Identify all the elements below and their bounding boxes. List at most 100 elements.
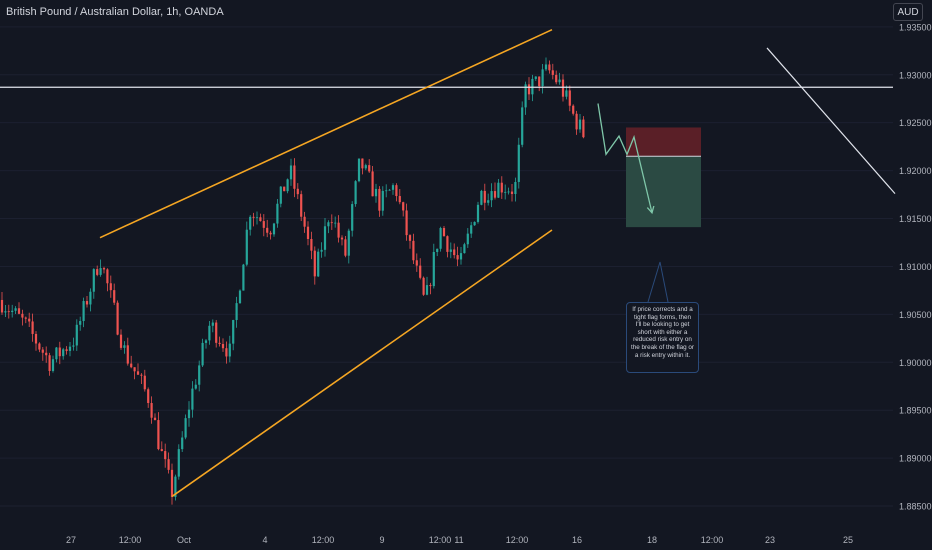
channel-lower-line (171, 229, 553, 498)
candle-body (92, 269, 95, 292)
candle-body (466, 233, 469, 245)
time-tick-label: 23 (765, 535, 775, 545)
candle-body (184, 418, 187, 438)
candle-body (354, 181, 357, 205)
candle-body (136, 371, 140, 375)
candle-body (470, 225, 473, 234)
candle-body (31, 321, 34, 334)
candle-body (218, 342, 221, 345)
candle-body (323, 226, 327, 250)
candle-body (334, 222, 337, 224)
candle-body (204, 340, 208, 343)
candle-body (58, 347, 61, 357)
price-tick-label: 1.88500 (899, 502, 932, 512)
candle-body (296, 188, 299, 195)
candle-body (487, 200, 490, 203)
candle-body (555, 74, 558, 83)
candle-body (541, 69, 544, 87)
candle-body (493, 191, 497, 198)
time-tick-label: 12:00 (312, 535, 335, 545)
candle-body (181, 437, 184, 450)
candle-body (578, 119, 582, 130)
take-profit-zone (626, 156, 701, 228)
candle-body (544, 64, 548, 70)
candle-body (459, 253, 463, 260)
candle-body (521, 107, 524, 145)
candle-body (575, 113, 578, 130)
candle-body (0, 299, 4, 313)
candle-body (266, 227, 269, 233)
candle-body (415, 260, 418, 266)
candle-body (371, 171, 374, 197)
time-axis[interactable]: 27 12:00 Oct 4 12:00 9 12:00 11 12:00 16 18 12:00 23… (66, 535, 853, 545)
price-tick-label: 1.92500 (899, 118, 932, 128)
candle-body (164, 451, 167, 460)
candle-body (259, 217, 262, 222)
price-axis[interactable]: 1.93500 1.93000 1.92500 1.92000 1.91500 1.910… (899, 22, 932, 511)
candle-body (252, 216, 255, 218)
candle-body (262, 221, 265, 228)
candle-body (126, 345, 129, 364)
candle-body (497, 182, 500, 198)
price-tick-label: 1.90500 (899, 310, 932, 320)
time-tick-label: Oct (177, 535, 192, 545)
candle-body (194, 384, 197, 389)
candle-body (364, 165, 367, 169)
price-tick-label: 1.89500 (899, 406, 932, 416)
drawings[interactable] (0, 28, 896, 498)
candle-body (453, 249, 456, 256)
candle-body (62, 349, 65, 357)
candle-body (34, 333, 38, 344)
candle-body (551, 70, 554, 75)
candle-body (378, 188, 381, 211)
trade-note[interactable]: If price corrects and a tight flag forms… (626, 302, 699, 373)
grid (0, 26, 893, 507)
candle-body (4, 311, 7, 313)
candle-body (337, 222, 340, 238)
price-tick-label: 1.90000 (899, 358, 932, 368)
price-tick-label: 1.91500 (899, 214, 932, 224)
candle-body (303, 216, 306, 227)
candle-body (361, 158, 364, 169)
candle-body (221, 344, 225, 349)
candle-body (119, 334, 123, 348)
candle-body (340, 237, 344, 240)
candle-body (167, 459, 170, 470)
candle-body (150, 403, 153, 418)
candle-body (310, 238, 313, 251)
candle-body (439, 227, 442, 249)
time-tick-label: 12:00 (701, 535, 724, 545)
candle-body (130, 363, 133, 368)
candle-body (68, 346, 72, 351)
candle-body (89, 291, 92, 305)
candle-body (21, 313, 24, 318)
candle-body (174, 476, 177, 497)
candle-body (419, 265, 422, 278)
candles (0, 57, 585, 505)
time-tick-label: 9 (379, 535, 384, 545)
candle-body (170, 469, 174, 497)
price-tick-label: 1.93000 (899, 70, 932, 80)
candle-body (385, 190, 388, 192)
candle-body (38, 343, 41, 350)
candle-body (28, 318, 31, 322)
currency-button[interactable]: AUD (893, 3, 923, 21)
channel-upper-line (99, 28, 553, 239)
candle-body (565, 90, 568, 97)
candle-body (283, 186, 286, 192)
candle-body (568, 90, 571, 106)
candle-body (113, 290, 116, 303)
candle-body (476, 204, 480, 222)
candle-body (102, 268, 106, 270)
candle-body (65, 349, 68, 351)
candle-body (408, 235, 412, 241)
candle-body (255, 217, 259, 219)
candle-body (422, 277, 425, 295)
candle-body (11, 310, 14, 313)
candle-body (527, 84, 531, 95)
candle-body (211, 322, 214, 326)
candle-body (235, 303, 238, 321)
candle-body (357, 158, 361, 182)
